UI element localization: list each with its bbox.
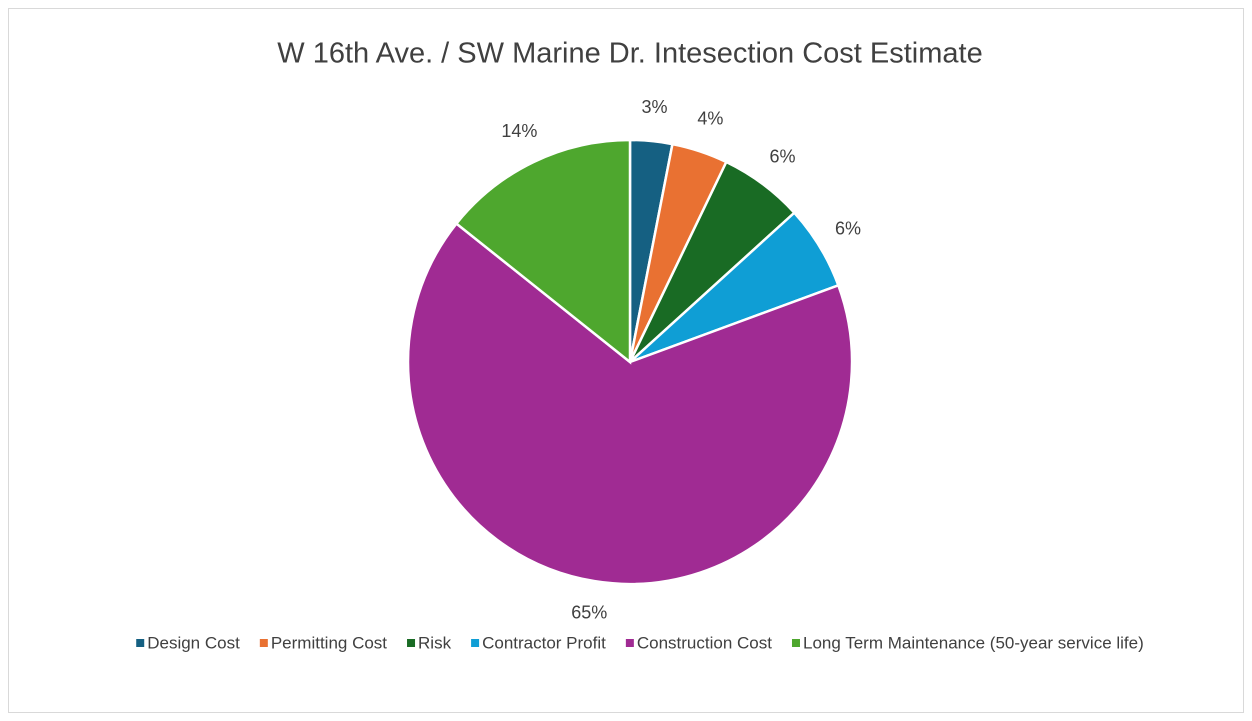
legend-swatch <box>259 639 268 647</box>
legend-label: Long Term Maintenance (50-year service l… <box>803 633 1144 652</box>
data-label: 6% <box>835 219 861 239</box>
data-label: 6% <box>770 146 796 166</box>
legend-label: Permitting Cost <box>271 633 387 652</box>
data-label: 14% <box>501 121 537 141</box>
data-label: 65% <box>571 602 607 622</box>
chart-title: W 16th Ave. / SW Marine Dr. Intesection … <box>277 38 982 70</box>
legend-label: Construction Cost <box>637 633 772 652</box>
legend-swatch <box>136 639 145 647</box>
legend-label: Design Cost <box>147 633 240 652</box>
legend-swatch <box>471 639 480 647</box>
pie-slice <box>406 221 854 586</box>
legend-swatch <box>625 639 634 647</box>
legend-label: Contractor Profit <box>482 633 606 652</box>
legend-label: Risk <box>418 633 452 652</box>
pie-slice <box>454 138 632 365</box>
legend-swatch <box>791 639 800 647</box>
legend-swatch <box>407 639 416 647</box>
data-label: 3% <box>641 97 667 117</box>
data-label: 4% <box>697 109 723 129</box>
